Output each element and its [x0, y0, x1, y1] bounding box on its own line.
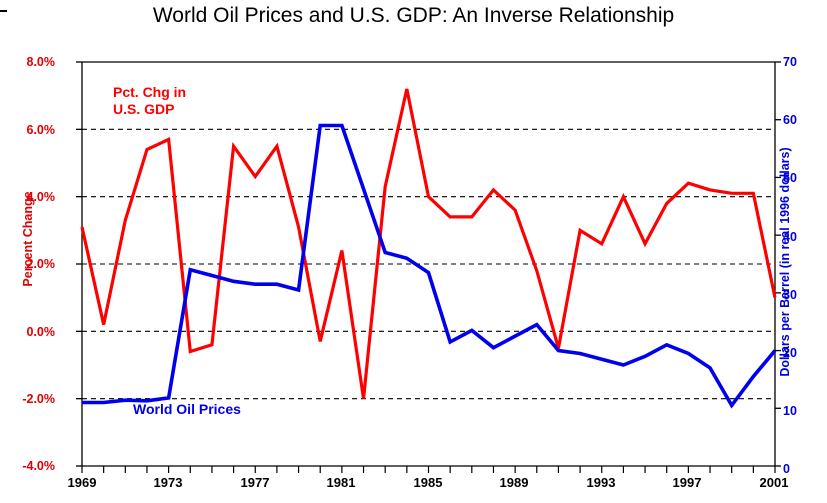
right-tick-40: 40 — [783, 230, 797, 244]
gridlines — [82, 128, 775, 400]
right-tick-50: 50 — [783, 171, 797, 185]
x-tick-1985: 1985 — [413, 475, 443, 490]
corner-artifact — [0, 10, 7, 12]
gdp-series-annotation: Pct. Chg in U.S. GDP — [113, 84, 186, 118]
x-tick-2001: 2001 — [759, 475, 789, 490]
left-tick-neg2: -2.0% — [22, 392, 55, 406]
left-tick-4: 4.0% — [26, 190, 56, 204]
gdp-series-line — [80, 88, 777, 399]
right-tick-0: 0 — [783, 462, 790, 476]
x-tick-1981: 1981 — [326, 475, 356, 490]
x-tick-1993: 1993 — [586, 475, 616, 490]
right-tick-30: 30 — [783, 288, 797, 302]
left-tick-2: 2.0% — [26, 257, 56, 271]
gdp-annotation-line1: Pct. Chg in — [113, 84, 187, 100]
x-tick-marks — [81, 466, 776, 473]
left-tick-8: 8.0% — [26, 55, 56, 69]
gdp-annotation-line2: U.S. GDP — [113, 101, 175, 117]
x-tick-1997: 1997 — [672, 475, 702, 490]
right-tick-60: 60 — [783, 113, 797, 127]
right-tick-70: 70 — [783, 55, 797, 69]
left-tick-neg4: -4.0% — [22, 459, 55, 473]
x-tick-1969: 1969 — [67, 475, 97, 490]
right-tick-10: 10 — [783, 404, 797, 418]
left-tick-marks — [76, 61, 82, 467]
left-tick-0: 0.0% — [26, 325, 56, 339]
x-tick-1989: 1989 — [499, 475, 529, 490]
oil-series-annotation: World Oil Prices — [133, 401, 241, 417]
x-tick-1973: 1973 — [153, 475, 183, 490]
right-tick-marks — [775, 61, 781, 467]
oil-series-line — [82, 123, 777, 409]
x-tick-1977: 1977 — [240, 475, 270, 490]
right-tick-20: 20 — [783, 346, 797, 360]
chart-title: World Oil Prices and U.S. GDP: An Invers… — [152, 4, 675, 27]
left-tick-6: 6.0% — [26, 123, 56, 137]
